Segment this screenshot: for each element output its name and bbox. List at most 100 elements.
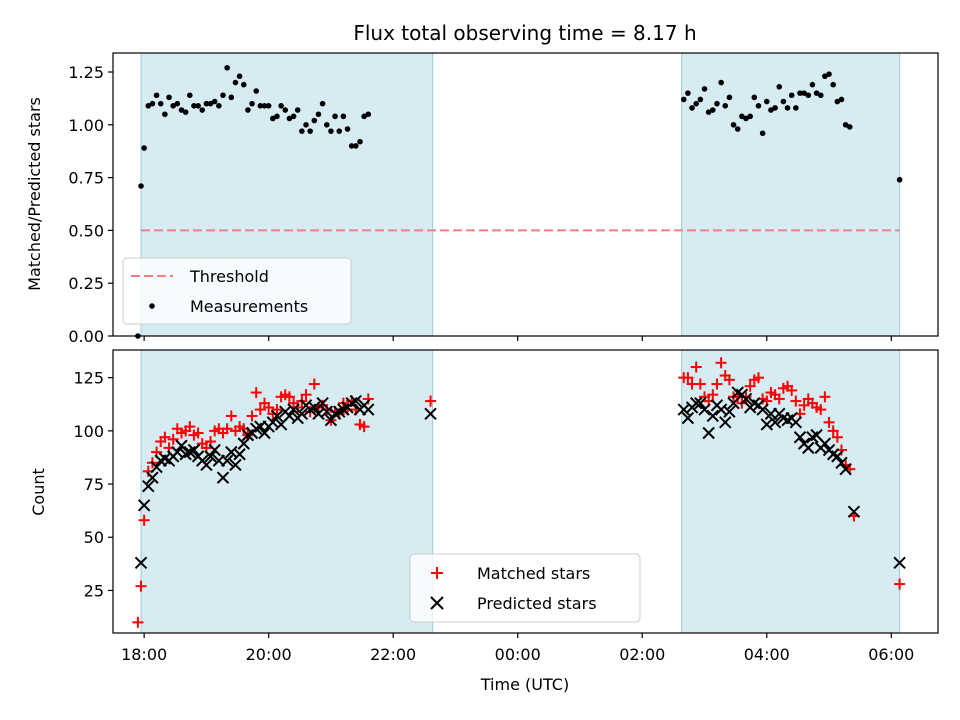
measurement-point	[714, 100, 720, 107]
measurement-point	[191, 102, 197, 109]
predicted-star-point	[768, 416, 782, 429]
measurement-point	[253, 88, 260, 94]
measurement-point	[830, 81, 836, 88]
predicted-star-point	[349, 394, 363, 408]
predicted-star-point	[295, 407, 309, 421]
predicted-stars-points	[134, 386, 906, 569]
measurement-point	[689, 105, 695, 111]
matched-star-point	[159, 431, 171, 443]
predicted-star-point	[698, 403, 711, 416]
y-tick-label: 100	[73, 422, 104, 441]
measurement-point	[240, 81, 247, 88]
observing-span-0	[141, 350, 433, 633]
matched-star-point	[292, 401, 304, 413]
measurement-point	[278, 102, 284, 109]
matched-star-point	[138, 514, 150, 526]
matched-star-point	[283, 391, 295, 403]
predicted-star-point	[839, 462, 852, 476]
x-tick-label: 02:00	[619, 645, 665, 664]
measurement-point	[701, 86, 708, 92]
predicted-star-point	[694, 396, 707, 410]
y-tick-label: 0.00	[68, 327, 104, 346]
measurement-point	[328, 128, 334, 134]
bottom-legend: Matched stars Predicted stars	[409, 553, 641, 623]
x-tick-label: 04:00	[744, 645, 790, 664]
measurement-point	[793, 105, 799, 111]
matched-star-point	[823, 416, 835, 428]
measurement-point	[838, 96, 845, 103]
measurement-point	[730, 122, 737, 128]
y-tick-label: 125	[73, 369, 104, 388]
measurement-point	[307, 128, 313, 134]
x-tick-label: 22:00	[370, 645, 416, 664]
measurement-point	[768, 107, 774, 113]
predicted-star-point	[220, 454, 234, 467]
measurement-point	[299, 128, 305, 134]
measurement-point	[294, 107, 301, 113]
predicted-star-point	[233, 448, 246, 461]
measurement-point	[199, 107, 206, 113]
measurement-point	[245, 107, 251, 113]
matched-star-point	[819, 391, 831, 403]
measurement-point	[274, 113, 280, 120]
measurement-point	[763, 98, 770, 105]
top-panel: 0.00 0.25 0.50 0.75 1.00 1.25 Matched/Predict…	[25, 52, 939, 346]
measurement-point	[755, 102, 762, 109]
matched-star-point	[786, 384, 798, 396]
bottom-y-axis-label: Count	[29, 468, 48, 516]
y-tick-label: 1.25	[68, 63, 104, 82]
measurement-point	[722, 102, 729, 109]
measurement-point	[236, 73, 243, 80]
measurement-point	[739, 113, 745, 120]
legend-threshold-label: Threshold	[189, 267, 269, 286]
measurement-point	[282, 107, 289, 113]
measurement-point	[186, 92, 193, 99]
bottom-panel: 25 50 75 100 125 18:00 20:00 22:00 00:00 02:00 04…	[29, 349, 939, 694]
predicted-star-point	[175, 439, 188, 452]
measurement-point	[365, 111, 372, 118]
measurement-point	[157, 100, 164, 107]
measurement-point	[211, 98, 218, 105]
measurement-point	[357, 138, 363, 145]
measurement-points	[135, 64, 903, 339]
measurement-point	[315, 111, 322, 118]
measurement-point	[842, 122, 849, 128]
y-tick-label: 50	[84, 528, 104, 547]
measurement-point	[216, 102, 222, 109]
measurement-point	[685, 90, 691, 96]
top-y-axis-label: Matched/Predicted stars	[25, 97, 44, 291]
measurement-point	[348, 143, 355, 149]
predicted-star-point	[723, 405, 736, 418]
matched-star-point	[184, 421, 196, 433]
legend-predicted-label: Predicted stars	[477, 594, 597, 613]
predicted-star-point	[187, 443, 201, 457]
measurement-point	[162, 111, 168, 118]
matched-star-point	[711, 378, 723, 390]
predicted-star-point	[270, 409, 284, 423]
bottom-plot-frame	[112, 349, 939, 634]
measurement-point	[834, 98, 841, 105]
x-tick-label: 20:00	[246, 645, 292, 664]
top-legend: Threshold Measurements	[122, 257, 352, 325]
measurement-point	[705, 109, 712, 115]
x-tick-label: 06:00	[868, 645, 914, 664]
measurement-point	[743, 115, 749, 122]
predicted-star-point	[237, 437, 250, 450]
bottom-x-ticks: 18:00 20:00 22:00 00:00 02:00 04:00 06:00	[121, 633, 914, 664]
legend-matched-label: Matched stars	[477, 564, 590, 583]
observing-span-1	[681, 350, 900, 633]
matched-star-point	[263, 401, 275, 413]
observing-span-1	[681, 53, 900, 336]
predicted-star-point	[789, 416, 803, 429]
top-legend-box	[122, 257, 352, 325]
measurement-point	[697, 96, 704, 103]
matched-star-point	[271, 404, 283, 416]
matched-star-point	[167, 433, 179, 445]
measurement-point	[817, 92, 824, 99]
legend-measurements-swatch	[149, 303, 155, 309]
measurement-point	[311, 117, 318, 124]
matched-star-point	[715, 357, 727, 369]
predicted-star-point	[258, 426, 271, 440]
measurement-point	[290, 113, 297, 120]
predicted-star-point	[690, 396, 703, 410]
